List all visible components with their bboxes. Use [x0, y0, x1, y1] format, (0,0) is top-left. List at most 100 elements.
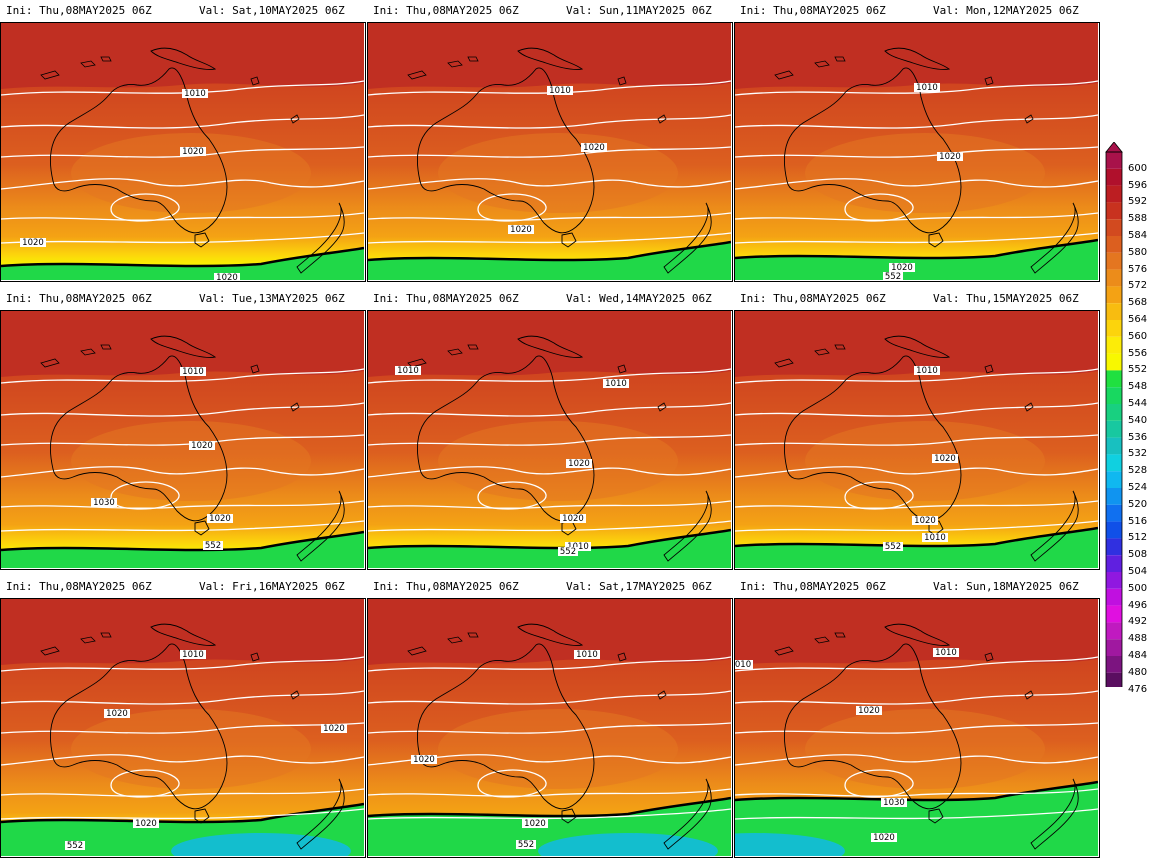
- colorbar-level-label: 596: [1128, 179, 1148, 191]
- colorbar-level-label: 524: [1128, 482, 1148, 493]
- contour-label: 1020: [22, 238, 44, 248]
- contour-label-bg: [558, 547, 578, 556]
- panel-header: Ini: Thu,08MAY2025 06Z Val: Mon,12MAY2025…: [734, 0, 1100, 22]
- contour-label-bg: [560, 514, 586, 523]
- colorbar-swatch: [1106, 404, 1122, 421]
- colorbar-level-label: 480: [1128, 666, 1148, 678]
- colorbar-swatch: [1106, 370, 1122, 388]
- valid-time-label: Val: Sat,17MAY2025 06Z: [566, 580, 712, 593]
- contour-label: 1010: [397, 366, 419, 376]
- colorbar-swatch: [1106, 219, 1122, 236]
- colorbar-level-label: 520: [1128, 498, 1148, 510]
- colorbar-level-label: 528: [1128, 465, 1148, 477]
- contour-label-bg: [574, 650, 600, 659]
- colorbar-swatch: [1106, 168, 1122, 186]
- init-time-label: Ini: Thu,08MAY2025 06Z: [373, 4, 519, 17]
- contour-label: 552: [885, 272, 901, 280]
- map-panel-5: Ini: Thu,08MAY2025 06Z Val: Wed,14MAY2025…: [367, 288, 733, 576]
- colorbar-level-label: 548: [1128, 381, 1148, 393]
- colorbar-level-label: 496: [1128, 599, 1148, 611]
- contour-label: 1010: [576, 650, 598, 660]
- map-frame: 10101010102010201010552: [367, 310, 733, 570]
- colorbar-level-label: 508: [1128, 549, 1148, 561]
- colorbar-level-label: 564: [1128, 314, 1148, 325]
- contour-label: 1020: [914, 516, 936, 526]
- colorbar-level-label: 588: [1128, 213, 1148, 225]
- contour-label-bg: [883, 542, 903, 551]
- colorbar-swatch: [1106, 521, 1122, 539]
- colorbar-swatch: [1106, 185, 1122, 203]
- colorbar-level-label: 488: [1128, 633, 1148, 645]
- init-time-label: Ini: Thu,08MAY2025 06Z: [740, 292, 886, 305]
- contour-label-bg: [133, 819, 159, 828]
- colorbar-swatch: [1106, 471, 1122, 488]
- contour-label: 1010: [184, 89, 206, 99]
- contour-label: 1020: [873, 833, 895, 843]
- height-field-map: 1010 1020 1020 1010 552: [735, 311, 1098, 568]
- contour-label: 1020: [323, 724, 345, 734]
- colorbar-level-label: 584: [1128, 230, 1148, 241]
- contour-label: 1020: [135, 819, 157, 829]
- contour-label: 552: [67, 841, 83, 851]
- contour-label: 1020: [216, 273, 238, 280]
- colorbar-swatch: [1106, 588, 1122, 606]
- contour-label-bg: [912, 516, 938, 525]
- init-time-label: Ini: Thu,08MAY2025 06Z: [373, 580, 519, 593]
- contour-label-bg: [203, 541, 223, 550]
- contour-label-bg: [932, 454, 958, 463]
- contour-label: 552: [205, 541, 221, 551]
- map-frame: 1010 1020 1030 1020 552: [0, 310, 366, 570]
- contour-label: 552: [518, 840, 534, 850]
- colorbar-swatch: [1106, 454, 1122, 472]
- colorbar-swatch: [1106, 639, 1122, 656]
- contour-label-bg: [914, 366, 940, 375]
- init-time-label: Ini: Thu,08MAY2025 06Z: [740, 4, 886, 17]
- colorbar-swatch: [1106, 202, 1122, 220]
- colorbar-swatch: [1106, 555, 1122, 572]
- contour-label: 1010: [605, 379, 627, 389]
- contour-label-bg: [20, 238, 46, 247]
- colorbar-level-label: 600: [1128, 162, 1148, 174]
- colorbar-swatch: [1106, 572, 1122, 589]
- contour-label-bg: [889, 263, 915, 272]
- contour-label: 1030: [883, 798, 905, 808]
- contour-label: 1010: [549, 86, 571, 96]
- contour-label-bg: [182, 89, 208, 98]
- colorbar-swatch: [1106, 387, 1122, 404]
- colorbar-level-label: 536: [1128, 431, 1148, 443]
- colorbar-level-label: 560: [1128, 330, 1148, 342]
- colorbar-level-label: 580: [1128, 246, 1148, 258]
- map-panel-2: Ini: Thu,08MAY2025 06Z Val: Sun,11MAY2025…: [367, 0, 733, 288]
- height-field-map: 010 1010 1020 1030 1020: [735, 599, 1098, 856]
- colorbar: 600 596 592 588 584 580 576 572 568 564 560 556 552 5…: [1102, 141, 1152, 703]
- contour-label-bg: [735, 660, 753, 669]
- colorbar-swatch: [1106, 538, 1122, 556]
- contour-label: 010: [735, 660, 751, 670]
- map-panel-3: Ini: Thu,08MAY2025 06Z Val: Mon,12MAY2025…: [734, 0, 1100, 288]
- colorbar-level-label: 492: [1128, 616, 1148, 628]
- colorbar-swatch: [1106, 488, 1122, 505]
- contour-label-bg: [883, 272, 903, 280]
- colorbar-swatch: [1106, 672, 1122, 690]
- contour-label-bg: [321, 724, 347, 733]
- height-field-map: 1010 1020 1020 1020: [1, 23, 364, 280]
- map-frame: 1010 1020 1020 1020 552: [0, 598, 366, 858]
- colorbar-swatch: [1106, 152, 1122, 169]
- contour-label-bg: [856, 706, 882, 715]
- contour-label-bg: [180, 147, 206, 156]
- panel-header: Ini: Thu,08MAY2025 06Z Val: Thu,15MAY2025…: [734, 288, 1100, 310]
- init-time-label: Ini: Thu,08MAY2025 06Z: [6, 4, 152, 17]
- contour-label-bg: [395, 366, 421, 375]
- colorbar-swatch: [1106, 303, 1122, 320]
- contour-label: 1020: [191, 441, 213, 451]
- colorbar-swatch: [1106, 504, 1122, 522]
- contour-label: 1020: [934, 454, 956, 464]
- map-panel-9: Ini: Thu,08MAY2025 06Z Val: Sun,18MAY2025…: [734, 576, 1100, 864]
- colorbar-swatch: [1106, 252, 1122, 270]
- panel-header: Ini: Thu,08MAY2025 06Z Val: Sun,18MAY2025…: [734, 576, 1100, 598]
- contour-label-bg: [180, 367, 206, 376]
- colorbar-swatch: [1106, 353, 1122, 371]
- valid-time-label: Val: Mon,12MAY2025 06Z: [933, 4, 1079, 17]
- colorbar-level-label: 568: [1128, 297, 1148, 309]
- valid-time-label: Val: Sun,18MAY2025 06Z: [933, 580, 1079, 593]
